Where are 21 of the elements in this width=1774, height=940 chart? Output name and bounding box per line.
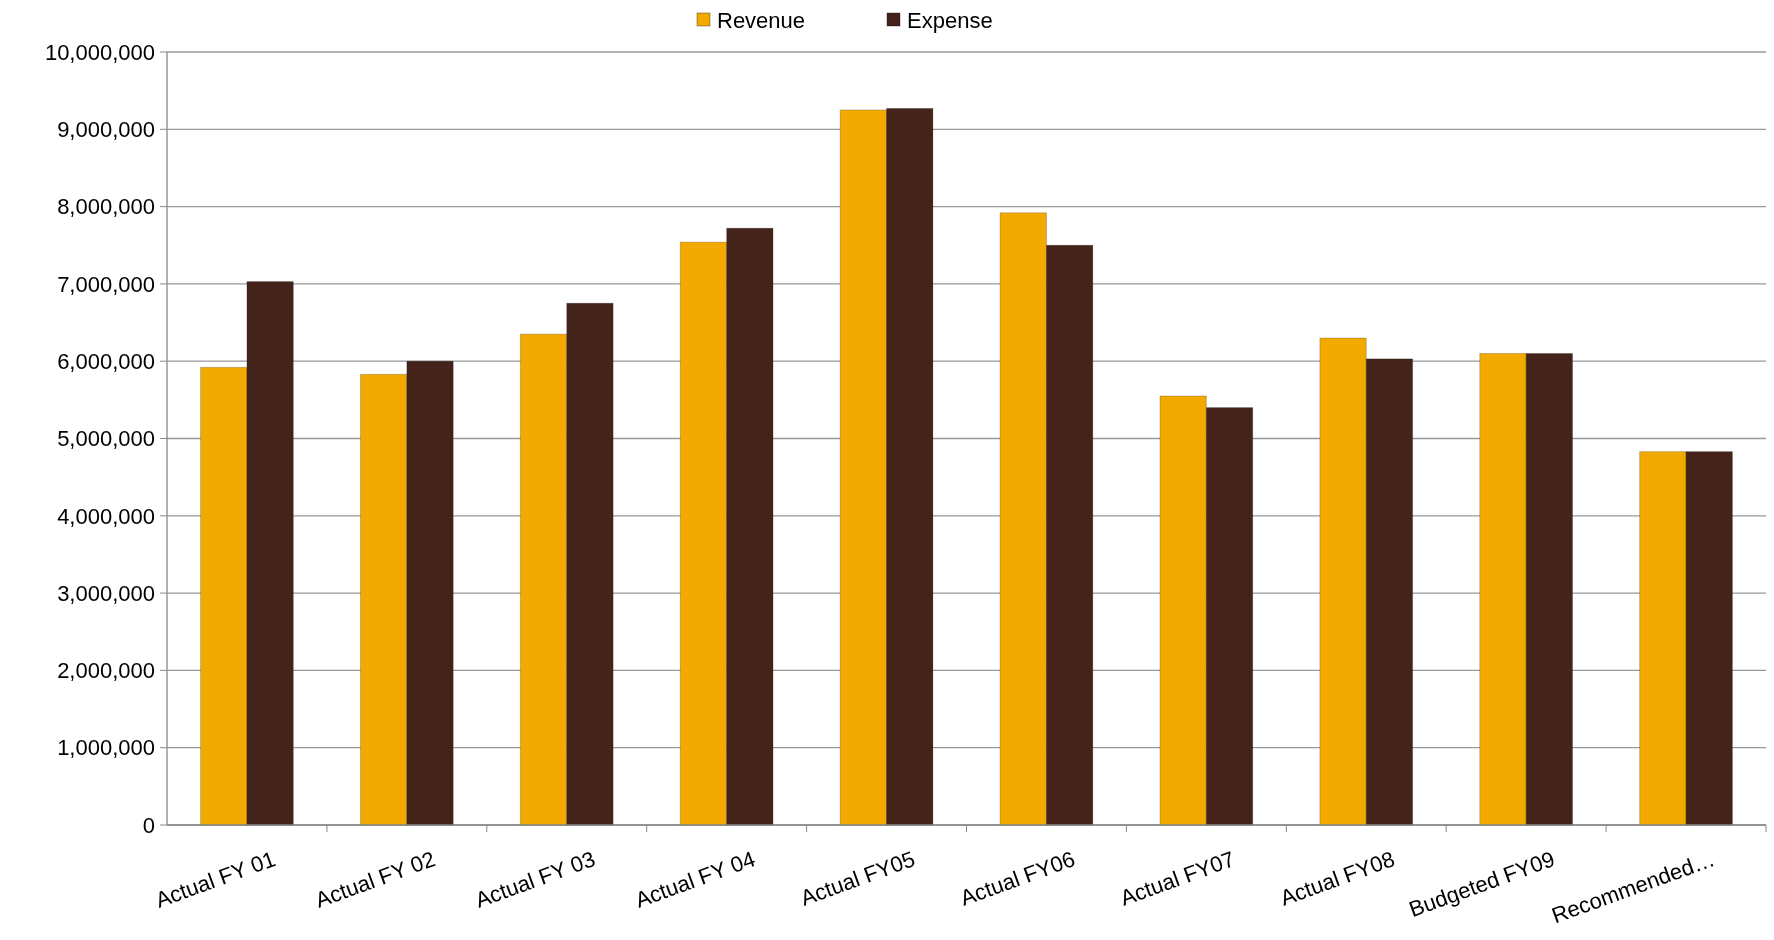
legend-label: Expense [907, 7, 993, 33]
x-tick-label: Actual FY05 [797, 846, 919, 911]
y-tick-label: 0 [142, 812, 155, 838]
y-tick-label: 6,000,000 [57, 348, 155, 374]
x-tick-label: Actual FY 02 [312, 846, 439, 913]
legend-label: Revenue [717, 7, 806, 33]
x-tick-label: Actual FY 03 [471, 846, 599, 913]
y-tick-label: 4,000,000 [57, 503, 155, 529]
y-tick-label: 7,000,000 [57, 271, 155, 297]
y-tick-label: 10,000,000 [44, 39, 155, 65]
x-tick-label: Actual FY07 [1116, 846, 1239, 911]
x-tick-label: Actual FY 01 [152, 846, 279, 913]
y-tick-label: 2,000,000 [57, 658, 155, 684]
y-tick-label: 3,000,000 [57, 580, 155, 606]
y-tick-label: 8,000,000 [57, 194, 155, 220]
y-tick-label: 9,000,000 [57, 117, 155, 142]
y-tick-label: 5,000,000 [57, 426, 155, 452]
x-tick-label: Actual FY08 [1276, 846, 1398, 911]
x-tick-label: Actual FY06 [956, 846, 1079, 911]
x-tick-label: Actual FY 04 [631, 846, 759, 913]
y-tick-label: 1,000,000 [57, 735, 155, 761]
